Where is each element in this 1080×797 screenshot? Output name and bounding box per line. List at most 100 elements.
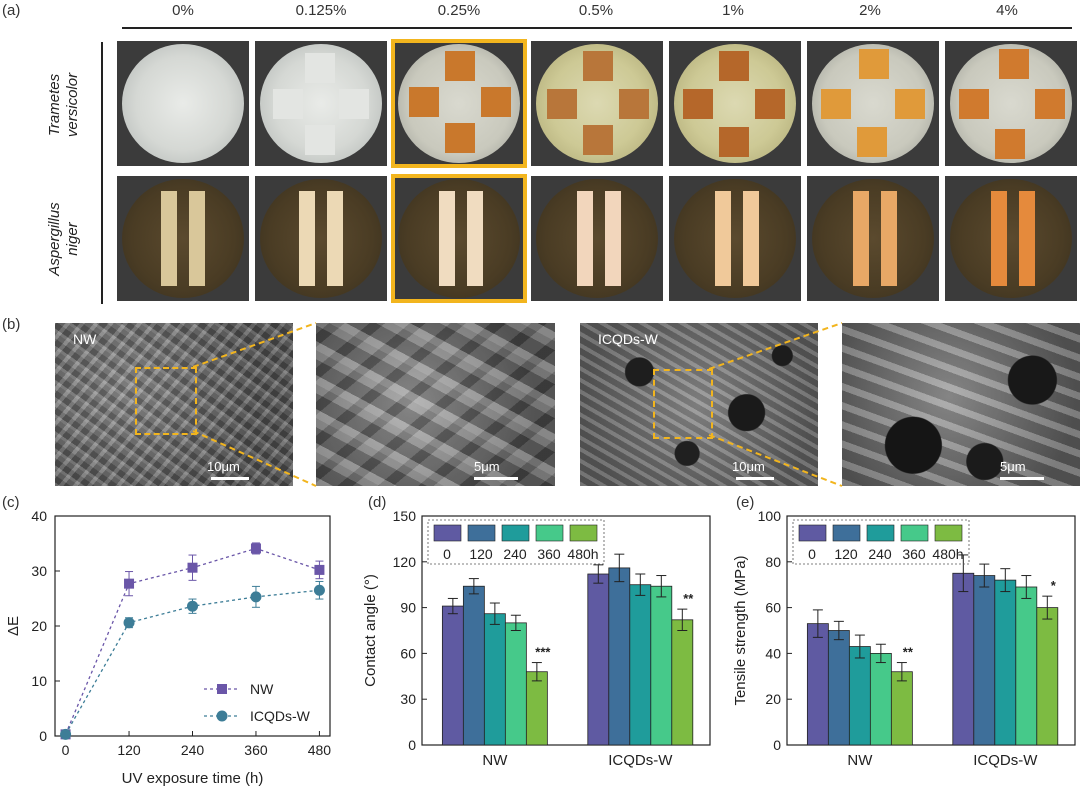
petri-dish-photo-aspergillus-0125 bbox=[255, 176, 387, 301]
chart-tensile-strength: 0 20 40 60 80 100 Tensile strength (MPa) NW ** IC… bbox=[732, 508, 1076, 769]
x-tick-label: ICQDs-W bbox=[608, 752, 673, 769]
bar bbox=[952, 572, 975, 746]
y-tick-label: 0 bbox=[39, 728, 47, 744]
concentration-label: 0% bbox=[172, 2, 194, 19]
x-tick-label: NW bbox=[847, 752, 873, 769]
legend-swatch bbox=[798, 524, 827, 542]
scale-label: 10μm bbox=[207, 459, 240, 474]
petri-dish bbox=[122, 44, 244, 163]
bar bbox=[848, 646, 871, 746]
concentration-label: 4% bbox=[996, 2, 1018, 19]
x-tick-label: 480 bbox=[308, 742, 332, 758]
petri-dish bbox=[398, 179, 520, 298]
wood-block bbox=[999, 49, 1029, 79]
wood-strip bbox=[161, 191, 177, 286]
bar bbox=[890, 671, 913, 746]
legend-label: 0 bbox=[443, 546, 451, 562]
bar bbox=[441, 605, 464, 746]
x-tick-label: 0 bbox=[62, 742, 70, 758]
y-axis-label: Contact angle (°) bbox=[362, 574, 379, 687]
wood-strip bbox=[299, 191, 315, 286]
y-tick-label: 120 bbox=[393, 554, 417, 570]
y-tick-label: 40 bbox=[31, 508, 47, 524]
legend-swatch bbox=[934, 524, 963, 542]
data-point bbox=[313, 584, 325, 596]
wood-strip bbox=[881, 191, 897, 286]
legend-marker bbox=[216, 710, 228, 722]
wood-block bbox=[995, 129, 1025, 159]
legend-label: 240 bbox=[868, 546, 892, 562]
chart-delta-e: 0 10 20 30 40 0 120 240 360 480 UV exposure time (… bbox=[5, 508, 332, 787]
wood-strip bbox=[743, 191, 759, 286]
wood-strip bbox=[189, 191, 205, 286]
petri-dish bbox=[950, 179, 1072, 298]
legend-swatch bbox=[866, 524, 895, 542]
y-tick-label: 0 bbox=[408, 737, 416, 753]
concentration-label: 2% bbox=[859, 2, 881, 19]
wood-block bbox=[619, 89, 649, 119]
y-tick-label: 20 bbox=[31, 618, 47, 634]
y-tick-label: 100 bbox=[758, 508, 782, 524]
y-axis-label: ΔE bbox=[5, 616, 22, 636]
data-point bbox=[187, 600, 198, 612]
scale-bar bbox=[211, 477, 249, 480]
data-point bbox=[250, 543, 261, 554]
petri-dish bbox=[122, 179, 244, 298]
legend-swatch bbox=[501, 524, 530, 542]
y-tick-label: 60 bbox=[765, 600, 781, 616]
petri-dish-photo-trametes-1 bbox=[669, 41, 801, 166]
petri-dish-photo-trametes-05 bbox=[531, 41, 663, 166]
legend-swatch bbox=[535, 524, 564, 542]
x-tick-label: 360 bbox=[244, 742, 268, 758]
zoom-region-box bbox=[135, 367, 197, 435]
data-point bbox=[250, 591, 262, 603]
y-tick-label: 90 bbox=[400, 600, 416, 616]
wood-block bbox=[273, 89, 303, 119]
wood-strip bbox=[327, 191, 343, 286]
bar bbox=[671, 619, 694, 746]
wood-block bbox=[719, 127, 749, 157]
panel-label-b: (b) bbox=[2, 316, 21, 333]
petri-dish-photo-trametes-2 bbox=[807, 41, 939, 166]
wood-block bbox=[959, 89, 989, 119]
scale-label: 5μm bbox=[474, 459, 500, 474]
legend-box bbox=[792, 519, 970, 565]
x-tick-label: 120 bbox=[117, 742, 141, 758]
x-tick-label: NW bbox=[482, 752, 508, 769]
sem-texture bbox=[55, 323, 293, 486]
bar bbox=[462, 585, 485, 746]
sem-image-nw-zoom: 5μm bbox=[316, 323, 555, 486]
bar bbox=[1015, 586, 1038, 746]
wood-block bbox=[583, 125, 613, 155]
legend-swatch bbox=[569, 524, 598, 542]
wood-strip bbox=[577, 191, 593, 286]
legend-swatch bbox=[433, 524, 462, 542]
wood-strip bbox=[605, 191, 621, 286]
zoom-connector bbox=[708, 434, 843, 487]
bar bbox=[587, 573, 610, 746]
petri-dish-photo-aspergillus-05 bbox=[531, 176, 663, 301]
wood-block bbox=[859, 49, 889, 79]
panel-label-e: (e) bbox=[736, 494, 755, 511]
wood-block bbox=[1035, 89, 1065, 119]
wood-block bbox=[305, 53, 335, 83]
wood-strip bbox=[1019, 191, 1035, 286]
y-tick-label: 20 bbox=[765, 691, 781, 707]
sem-texture bbox=[316, 323, 555, 486]
sem-image-icqds: ICQDs-W 10μm bbox=[580, 323, 818, 486]
panel-label-c: (c) bbox=[2, 494, 20, 511]
data-point bbox=[187, 562, 198, 573]
bar bbox=[806, 623, 829, 746]
legend-label: 360 bbox=[902, 546, 926, 562]
row-divider-line bbox=[101, 42, 103, 304]
plot-frame bbox=[421, 515, 711, 746]
sem-texture bbox=[842, 323, 1080, 486]
concentration-axis-line bbox=[122, 27, 1072, 29]
legend-label: 240 bbox=[503, 546, 527, 562]
zoom-connector bbox=[192, 430, 317, 487]
legend-label: 360 bbox=[537, 546, 561, 562]
petri-dish-photo-aspergillus-025 bbox=[391, 174, 527, 303]
legend-swatch bbox=[832, 524, 861, 542]
scale-label: 5μm bbox=[1000, 459, 1026, 474]
